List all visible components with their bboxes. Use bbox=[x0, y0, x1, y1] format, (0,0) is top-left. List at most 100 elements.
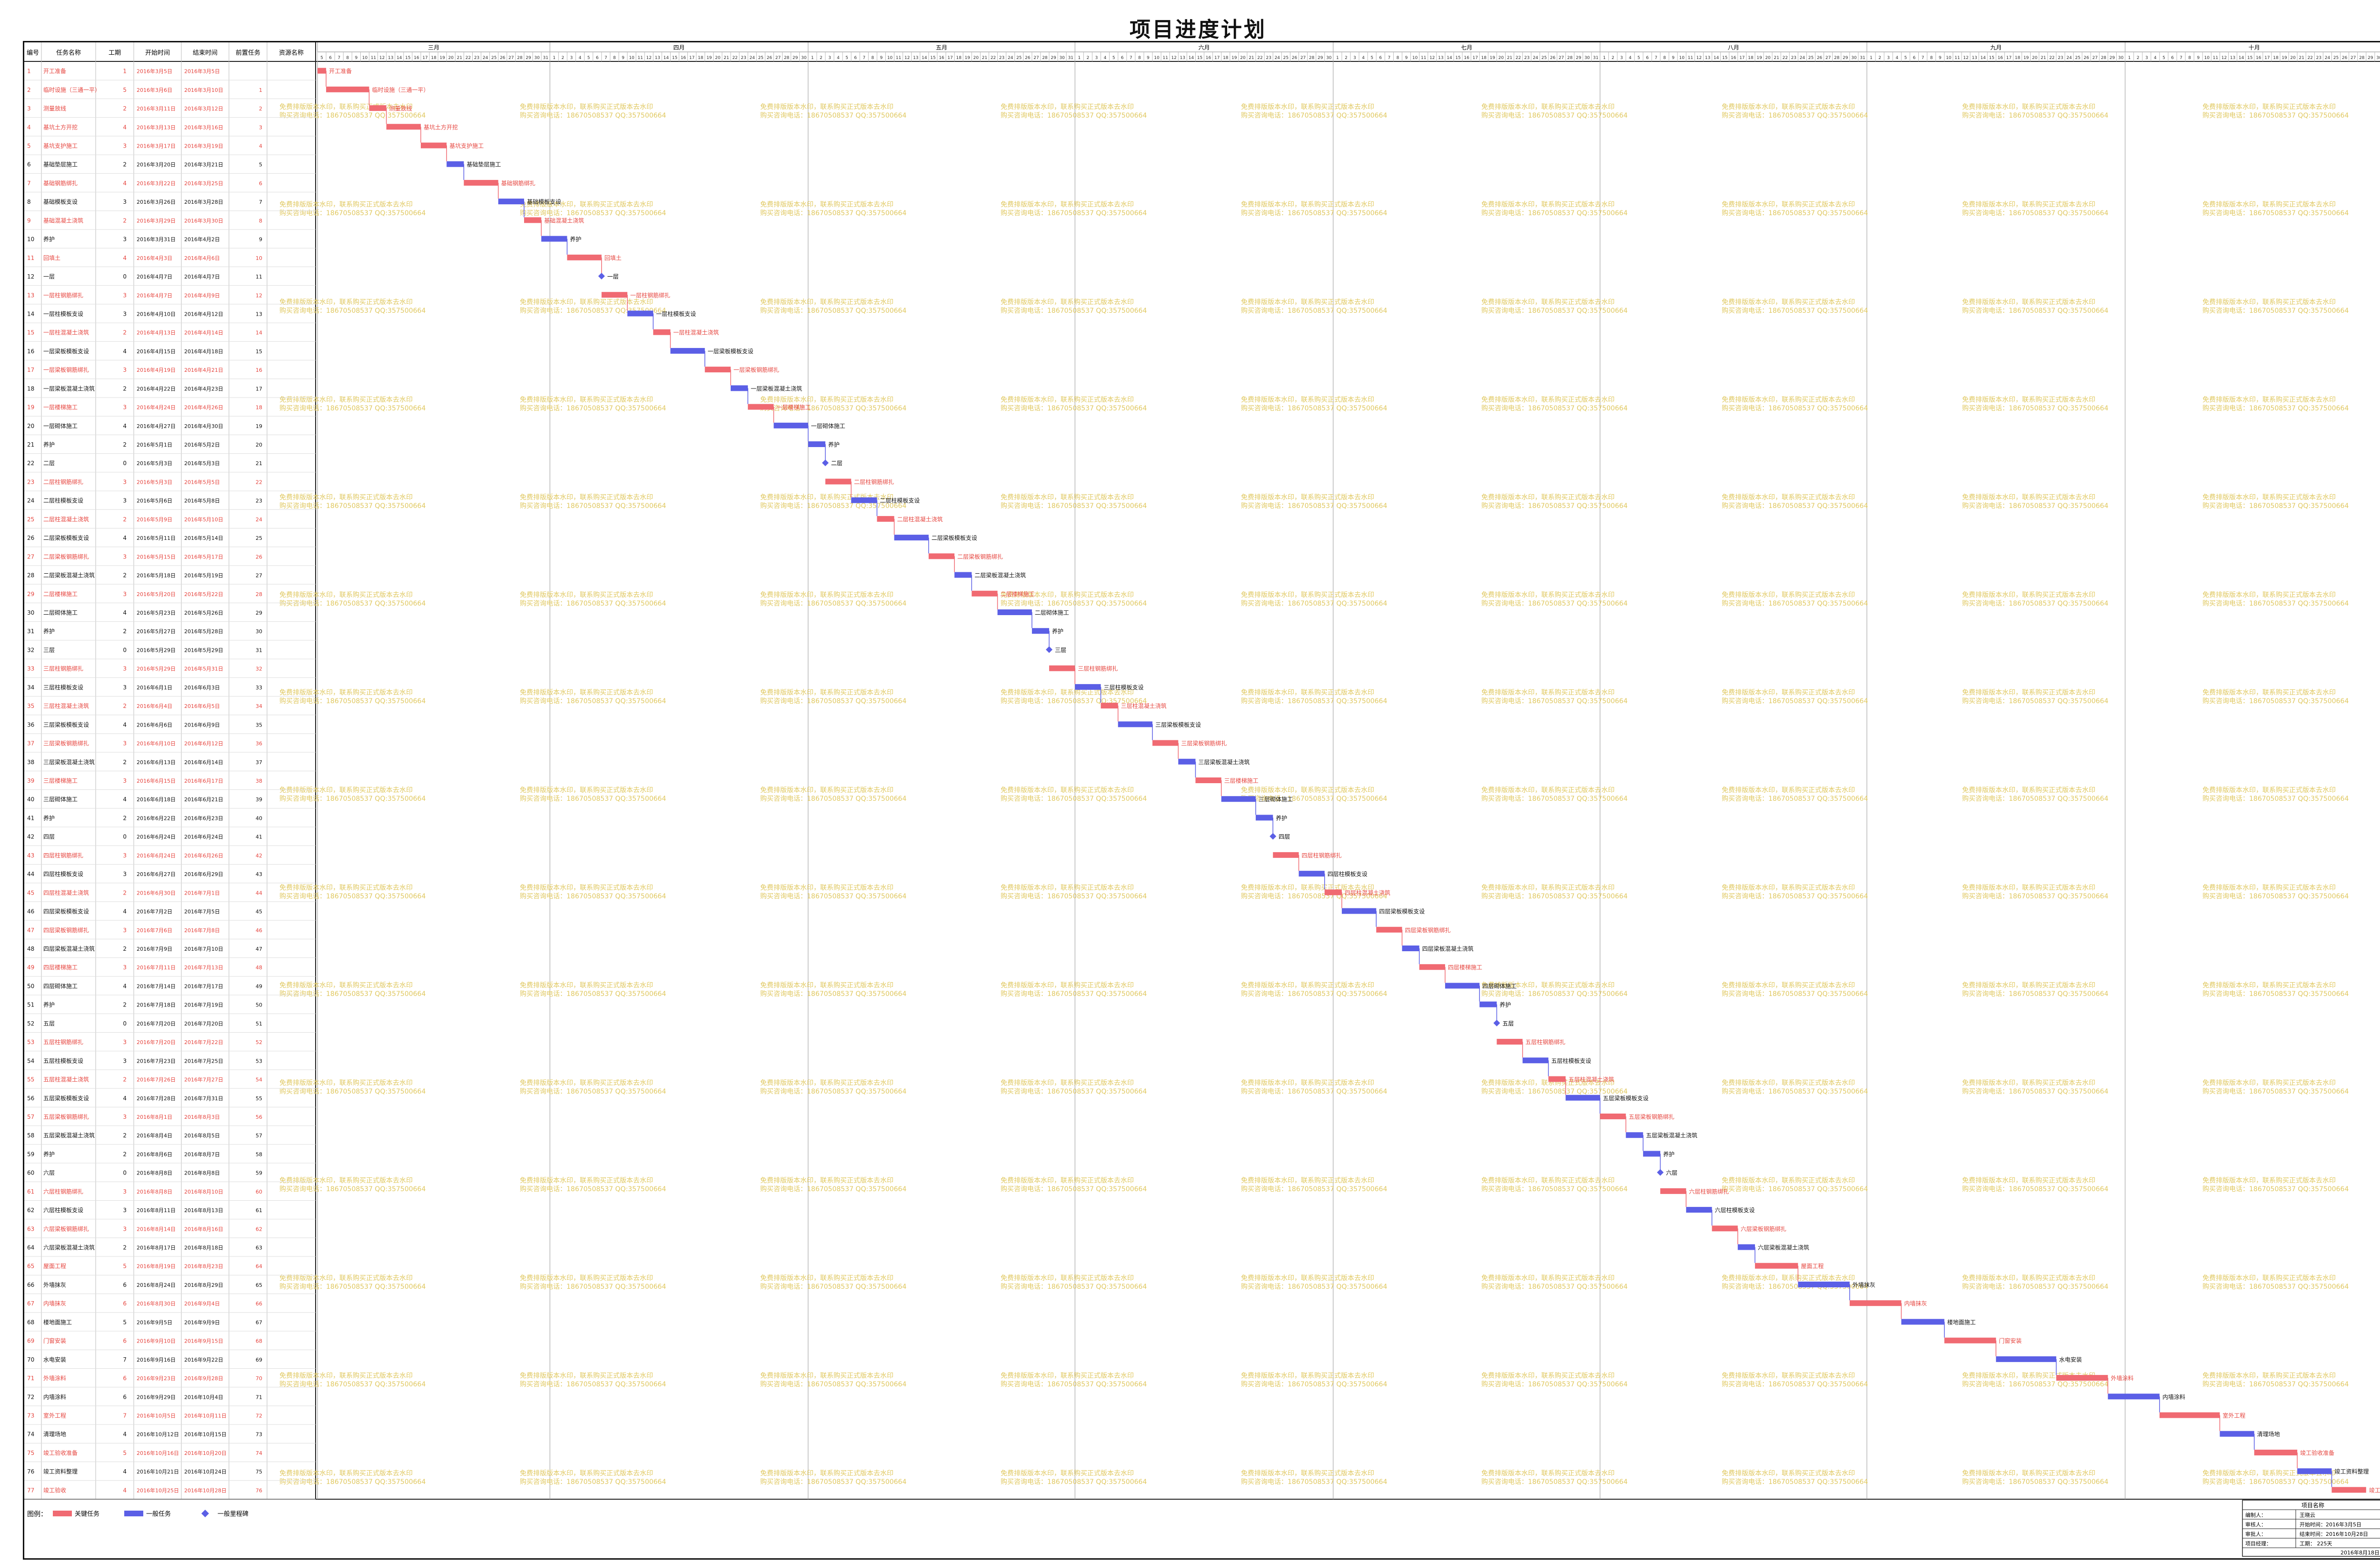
day-tick-label: 21 bbox=[724, 56, 729, 60]
table-cell-end: 2016年5月17日 bbox=[184, 553, 223, 560]
day-tick-label: 18 bbox=[956, 56, 962, 60]
day-tick-label: 26 bbox=[2342, 56, 2348, 60]
day-tick-label: 2 bbox=[2137, 56, 2140, 60]
day-tick-label: 15 bbox=[1722, 56, 1727, 60]
day-tick-label: 24 bbox=[1008, 56, 1013, 60]
table-cell-duration: 2 bbox=[123, 1076, 127, 1083]
day-tick-label: 23 bbox=[474, 56, 479, 60]
watermark-text: 免费排版版本水印，联系购买正式版本去水印 bbox=[1962, 689, 2095, 697]
table-cell-predecessor: 18 bbox=[256, 405, 262, 411]
day-tick-label: 28 bbox=[784, 56, 790, 60]
table-cell-predecessor: 56 bbox=[256, 1114, 262, 1120]
table-cell-duration: 0 bbox=[123, 834, 127, 840]
day-tick-label: 20 bbox=[1498, 56, 1504, 60]
day-tick-label: 3 bbox=[2145, 56, 2148, 60]
table-cell-predecessor: 72 bbox=[256, 1413, 262, 1419]
table-cell-duration: 3 bbox=[123, 684, 127, 691]
day-tick-label: 28 bbox=[517, 56, 523, 60]
table-cell-predecessor: 2 bbox=[259, 106, 262, 112]
day-tick-label: 9 bbox=[1939, 56, 1942, 60]
watermark-text: 免费排版版本水印，联系购买正式版本去水印 bbox=[1481, 494, 1615, 501]
table-cell-end: 2016年6月5日 bbox=[184, 703, 220, 709]
watermark-text: 购买咨询电话：18670508537 QQ:357500664 bbox=[520, 990, 666, 998]
table-cell-name: 三层砌体施工 bbox=[43, 796, 78, 803]
table-cell-id: 23 bbox=[27, 478, 34, 485]
gantt-bar-label: 三层梁板混凝土浇筑 bbox=[1199, 758, 1250, 766]
gantt-bar-label: 养护 bbox=[1052, 627, 1063, 635]
gantt-bar bbox=[2108, 1394, 2160, 1400]
day-tick-label: 7 bbox=[2180, 56, 2182, 60]
table-cell-name: 二层砌体施工 bbox=[43, 609, 78, 616]
day-tick-label: 23 bbox=[741, 56, 746, 60]
day-tick-label: 17 bbox=[689, 56, 694, 60]
table-cell-start: 2016年6月24日 bbox=[137, 834, 176, 840]
gantt-bar bbox=[928, 553, 955, 559]
day-tick-label: 16 bbox=[414, 56, 419, 60]
day-tick-label: 29 bbox=[1051, 56, 1056, 60]
day-tick-label: 24 bbox=[1533, 56, 1538, 60]
watermark-text: 购买咨询电话：18670508537 QQ:357500664 bbox=[760, 795, 906, 803]
table-cell-end: 2016年7月10日 bbox=[184, 946, 223, 952]
table-cell-id: 12 bbox=[27, 273, 34, 280]
watermark-text: 购买咨询电话：18670508537 QQ:357500664 bbox=[1001, 1283, 1147, 1291]
day-tick-label: 19 bbox=[2023, 56, 2029, 60]
gantt-bar-label: 二层楼梯施工 bbox=[1001, 590, 1035, 597]
day-tick-label: 18 bbox=[1481, 56, 1487, 60]
table-cell-predecessor: 46 bbox=[256, 927, 262, 934]
table-cell-name: 开工准备 bbox=[43, 68, 66, 75]
day-tick-label: 12 bbox=[1963, 56, 1968, 60]
table-cell-duration: 7 bbox=[123, 1356, 127, 1363]
table-cell-name: 四层柱模板支设 bbox=[43, 870, 83, 877]
table-cell-name: 基础混凝土浇筑 bbox=[43, 217, 83, 224]
month-label-5: 七月 bbox=[1461, 44, 1472, 51]
gantt-milestone bbox=[598, 273, 605, 280]
watermark-text: 免费排版版本水印，联系购买正式版本去水印 bbox=[1962, 786, 2095, 794]
table-cell-name: 竣工验收准备 bbox=[43, 1449, 78, 1456]
watermark-text: 购买咨询电话：18670508537 QQ:357500664 bbox=[2202, 1381, 2349, 1388]
table-cell-end: 2016年6月26日 bbox=[184, 852, 223, 859]
table-cell-predecessor: 67 bbox=[256, 1319, 262, 1325]
table-cell-id: 65 bbox=[27, 1263, 34, 1270]
gantt-bar-label: 四层梁板模板支设 bbox=[1379, 908, 1425, 915]
watermark-text: 购买咨询电话：18670508537 QQ:357500664 bbox=[1722, 1478, 1868, 1486]
table-cell-predecessor: 55 bbox=[256, 1095, 262, 1102]
watermark-text: 免费排版版本水印，联系购买正式版本去水印 bbox=[1241, 982, 1374, 989]
table-cell-start: 2016年9月16日 bbox=[137, 1356, 176, 1363]
table-cell-start: 2016年6月24日 bbox=[137, 852, 176, 859]
watermark-text: 购买咨询电话：18670508537 QQ:357500664 bbox=[1722, 1185, 1868, 1193]
table-cell-name: 二层 bbox=[43, 460, 55, 467]
watermark-text: 购买咨询电话：18670508537 QQ:357500664 bbox=[1241, 209, 1387, 217]
table-cell-end: 2016年6月3日 bbox=[184, 684, 220, 691]
table-cell-start: 2016年8月19日 bbox=[137, 1263, 176, 1270]
table-cell-start: 2016年8月8日 bbox=[137, 1188, 172, 1195]
table-cell-predecessor: 43 bbox=[256, 871, 262, 877]
watermark-text: 购买咨询电话：18670508537 QQ:357500664 bbox=[1962, 1283, 2108, 1291]
table-header-4: 开始时间 bbox=[145, 50, 170, 57]
table-cell-start: 2016年8月14日 bbox=[137, 1225, 176, 1232]
day-tick-label: 31 bbox=[1068, 56, 1073, 60]
table-cell-duration: 2 bbox=[123, 703, 127, 709]
table-cell-id: 40 bbox=[27, 796, 34, 803]
watermark-text: 免费排版版本水印，联系购买正式版本去水印 bbox=[760, 1177, 893, 1185]
watermark-text: 购买咨询电话：18670508537 QQ:357500664 bbox=[1722, 405, 1868, 412]
table-header-5: 结束时间 bbox=[193, 50, 218, 57]
day-tick-label: 24 bbox=[1275, 56, 1280, 60]
day-tick-label: 23 bbox=[999, 56, 1004, 60]
table-cell-predecessor: 17 bbox=[256, 386, 262, 392]
table-cell-duration: 3 bbox=[123, 404, 127, 411]
gantt-chart: 编号 任务名称 工期 开始时间 结束时间 前置任务 资源名称 三月 四月 五月 六月 七月 八月 九月 十月… bbox=[24, 42, 2380, 1557]
table-cell-start: 2016年7月20日 bbox=[137, 1020, 176, 1027]
day-tick-label: 10 bbox=[362, 56, 368, 60]
watermark-text: 购买咨询电话：18670508537 QQ:357500664 bbox=[1722, 600, 1868, 607]
table-cell-end: 2016年7月25日 bbox=[184, 1057, 223, 1064]
watermark-text: 购买咨询电话：18670508537 QQ:357500664 bbox=[1001, 209, 1147, 217]
day-tick-label: 17 bbox=[1739, 56, 1745, 60]
table-cell-duration: 3 bbox=[123, 740, 127, 747]
watermark-text: 免费排版版本水印，联系购买正式版本去水印 bbox=[1481, 591, 1615, 599]
watermark-text: 购买咨询电话：18670508537 QQ:357500664 bbox=[1001, 795, 1147, 803]
table-cell-id: 56 bbox=[27, 1095, 34, 1102]
day-tick-label: 29 bbox=[1843, 56, 1848, 60]
table-cell-duration: 2 bbox=[123, 572, 127, 579]
day-tick-label: 15 bbox=[1989, 56, 1994, 60]
day-tick-label: 15 bbox=[1197, 56, 1202, 60]
